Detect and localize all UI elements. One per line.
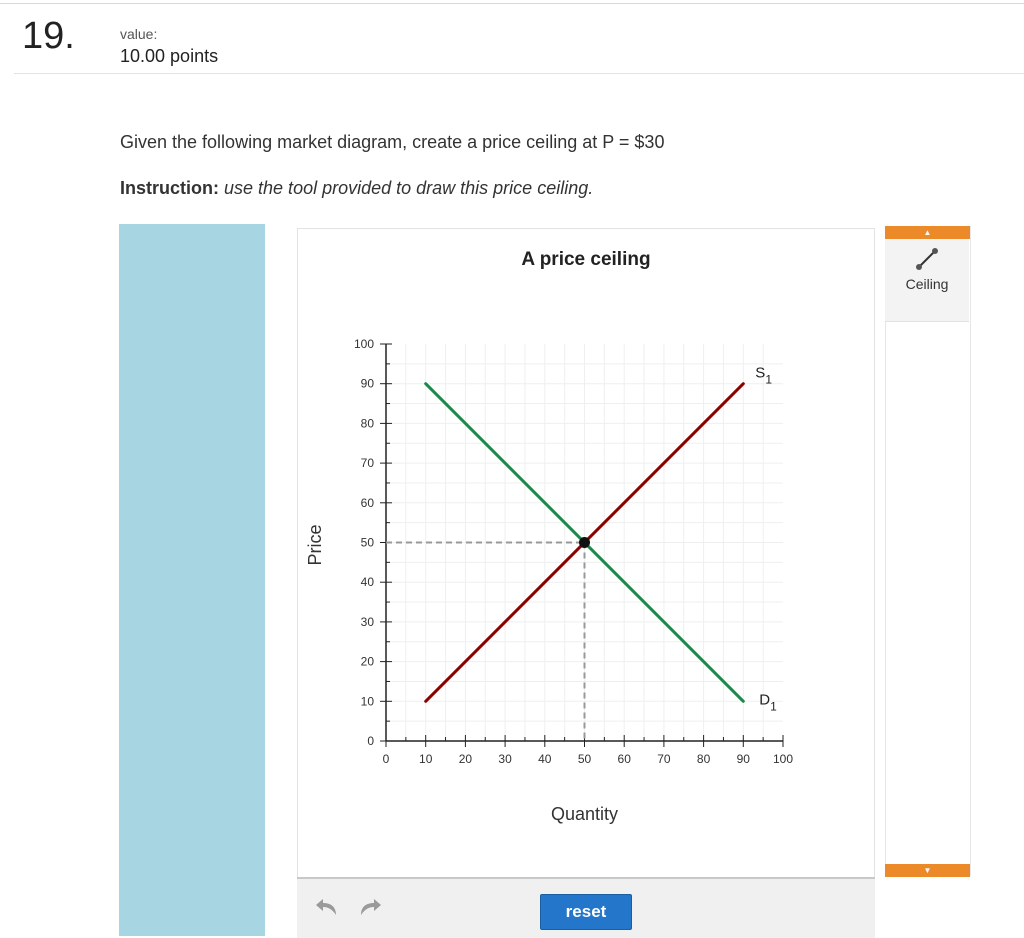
left-side-panel xyxy=(119,224,265,936)
chart-title: A price ceiling xyxy=(521,249,650,270)
redo-icon[interactable] xyxy=(357,897,383,923)
value-label: value: xyxy=(120,26,158,42)
x-tick-label: 0 xyxy=(383,752,390,766)
y-tick-label: 90 xyxy=(361,377,375,391)
equilibrium-point xyxy=(579,537,590,548)
question-number: 19. xyxy=(22,15,75,57)
y-tick-label: 70 xyxy=(361,456,375,470)
y-tick-label: 40 xyxy=(361,575,375,589)
x-tick-label: 80 xyxy=(697,752,711,766)
scroll-up-button[interactable]: ▲ xyxy=(885,226,970,239)
graph-panel[interactable]: 0 10 20 30 40 50 60 70 80 90 100 0 10 20 30 40 50 60 70 80 9… xyxy=(297,228,875,878)
instruction-label: Instruction: xyxy=(120,178,219,198)
y-tick-label: 60 xyxy=(361,496,375,510)
market-chart[interactable]: 0 10 20 30 40 50 60 70 80 90 100 0 10 20 30 40 50 60 70 80 9… xyxy=(298,229,874,877)
y-tick-label: 20 xyxy=(361,655,375,669)
top-rule xyxy=(0,3,1024,4)
x-tick-label: 100 xyxy=(773,752,793,766)
ceiling-tool-label: Ceiling xyxy=(905,276,949,292)
y-tick-label: 0 xyxy=(367,734,374,748)
x-tick-label: 60 xyxy=(618,752,632,766)
header-divider xyxy=(14,73,1024,74)
points-value: 10.00 points xyxy=(120,46,219,66)
x-tick-label: 70 xyxy=(657,752,671,766)
y-tick-label: 10 xyxy=(361,694,375,708)
x-tick-label: 40 xyxy=(538,752,552,766)
supply-label: S1 xyxy=(755,365,772,387)
instruction: Instruction: use the tool provided to dr… xyxy=(120,178,593,199)
x-axis-label: Quantity xyxy=(551,804,618,824)
instruction-text: use the tool provided to draw this price… xyxy=(224,178,594,198)
ceiling-tool-button[interactable]: Ceiling xyxy=(885,239,969,322)
question-prompt: Given the following market diagram, crea… xyxy=(120,132,665,152)
x-tick-label: 20 xyxy=(459,752,473,766)
y-tick-label: 50 xyxy=(361,536,375,550)
scroll-down-button[interactable]: ▼ xyxy=(885,864,970,877)
demand-label: D1 xyxy=(759,691,777,713)
y-tick-label: 100 xyxy=(354,337,374,351)
tool-panel xyxy=(885,226,971,876)
line-segment-icon xyxy=(913,245,941,278)
y-axis-label: Price xyxy=(305,524,325,565)
x-tick-label: 10 xyxy=(419,752,433,766)
y-tick-label: 80 xyxy=(361,416,375,430)
reset-button[interactable]: reset xyxy=(540,894,632,930)
y-tick-label: 30 xyxy=(361,615,375,629)
x-tick-label: 50 xyxy=(578,752,592,766)
undo-icon[interactable] xyxy=(314,897,340,923)
x-tick-label: 90 xyxy=(737,752,751,766)
graph-toolbar: reset xyxy=(297,877,875,938)
x-tick-label: 30 xyxy=(498,752,512,766)
